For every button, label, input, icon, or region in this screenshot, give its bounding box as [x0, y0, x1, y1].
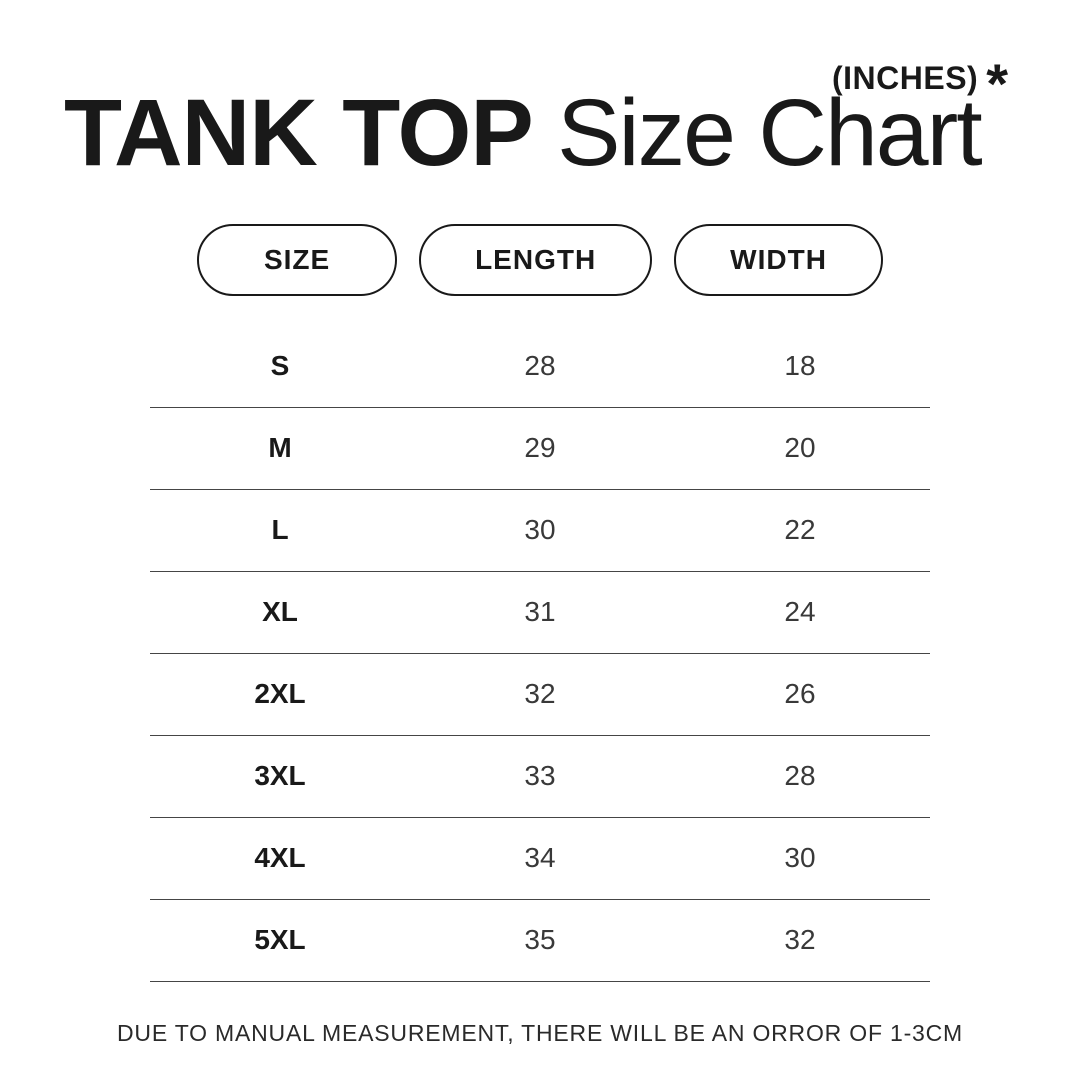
width-cell: 22	[670, 514, 930, 546]
size-cell: L	[150, 514, 410, 546]
title-light: Size Chart	[533, 80, 981, 186]
table-row: 3XL 33 28	[150, 736, 930, 818]
title-bold: TANK TOP	[64, 80, 533, 186]
size-cell: M	[150, 432, 410, 464]
length-cell: 35	[410, 924, 670, 956]
width-cell: 30	[670, 842, 930, 874]
measurement-footnote: DUE TO MANUAL MEASUREMENT, THERE WILL BE…	[64, 1020, 1016, 1047]
table-row: 5XL 35 32	[150, 900, 930, 982]
width-cell: 20	[670, 432, 930, 464]
width-cell: 32	[670, 924, 930, 956]
size-cell: 4XL	[150, 842, 410, 874]
column-headers: SIZE LENGTH WIDTH	[64, 224, 1016, 296]
table-row: 4XL 34 30	[150, 818, 930, 900]
size-cell: 2XL	[150, 678, 410, 710]
header-width: WIDTH	[674, 224, 883, 296]
width-cell: 24	[670, 596, 930, 628]
table-row: 2XL 32 26	[150, 654, 930, 736]
length-cell: 31	[410, 596, 670, 628]
length-cell: 33	[410, 760, 670, 792]
table-row: M 29 20	[150, 408, 930, 490]
length-cell: 32	[410, 678, 670, 710]
header-length: LENGTH	[419, 224, 652, 296]
size-table: S 28 18 M 29 20 L 30 22 XL 31 24 2XL 32 …	[150, 326, 930, 982]
width-cell: 26	[670, 678, 930, 710]
length-cell: 28	[410, 350, 670, 382]
length-cell: 34	[410, 842, 670, 874]
table-row: S 28 18	[150, 326, 930, 408]
width-cell: 28	[670, 760, 930, 792]
asterisk-icon: *	[986, 64, 1008, 104]
size-cell: S	[150, 350, 410, 382]
size-cell: XL	[150, 596, 410, 628]
size-chart-card: (INCHES) * TANK TOP Size Chart SIZE LENG…	[0, 0, 1080, 1080]
chart-title: TANK TOP Size Chart	[64, 84, 1016, 184]
table-row: L 30 22	[150, 490, 930, 572]
width-cell: 18	[670, 350, 930, 382]
length-cell: 30	[410, 514, 670, 546]
header-size: SIZE	[197, 224, 397, 296]
table-row: XL 31 24	[150, 572, 930, 654]
length-cell: 29	[410, 432, 670, 464]
size-cell: 3XL	[150, 760, 410, 792]
size-cell: 5XL	[150, 924, 410, 956]
